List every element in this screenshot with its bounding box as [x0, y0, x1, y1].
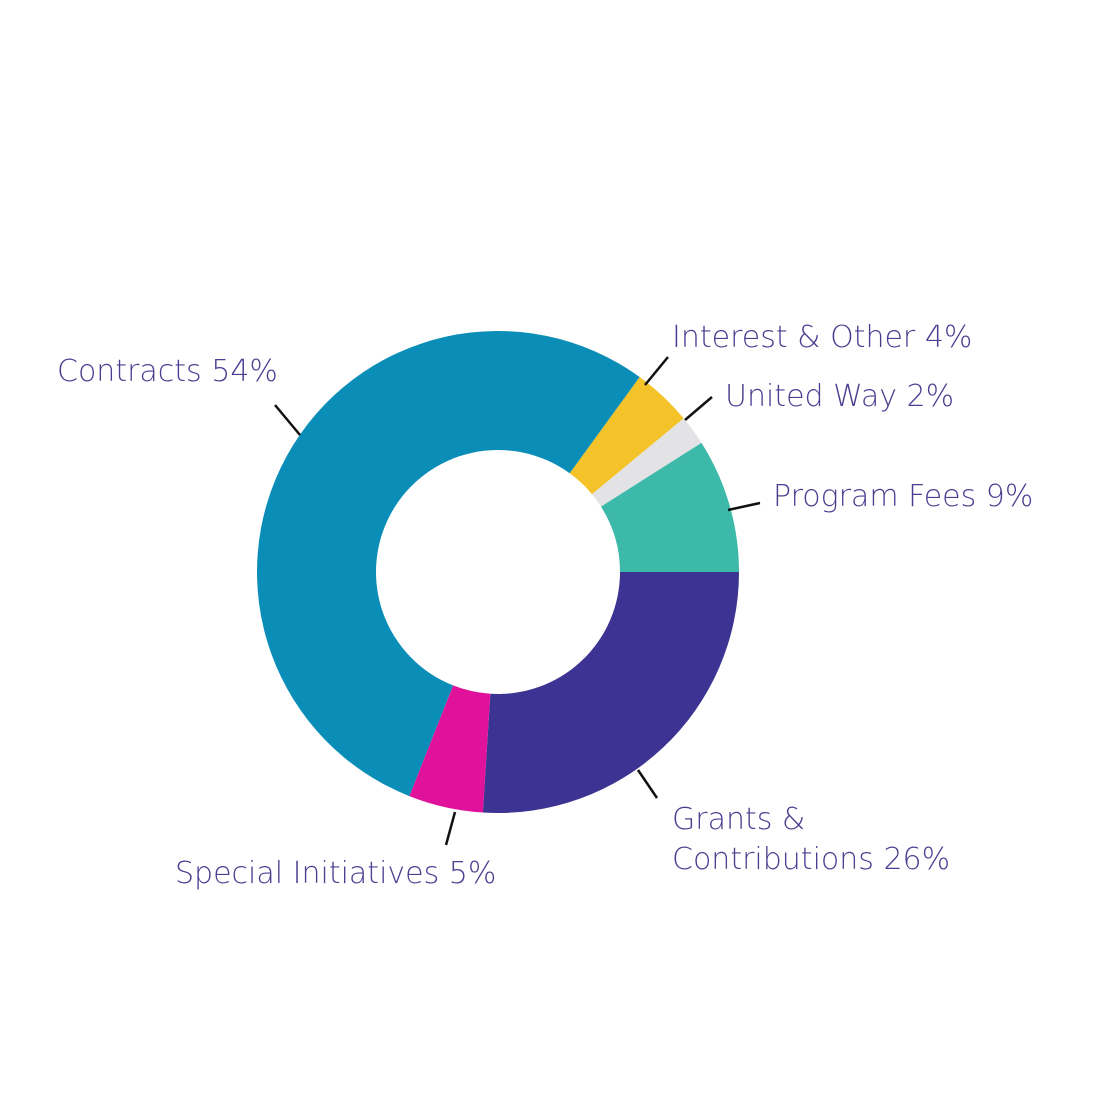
donut-segment	[569, 377, 684, 495]
value-label: 4%	[924, 320, 973, 355]
category-label: Program Fees	[773, 479, 977, 514]
leader-line	[644, 356, 669, 386]
segment-label: Grants & Contributions 26%	[672, 800, 992, 880]
segment-label: Contracts 54%	[57, 352, 278, 392]
segment-label: Program Fees 9%	[773, 477, 1033, 517]
value-label: 54%	[211, 354, 278, 389]
category-label: Interest & Other	[672, 320, 916, 355]
category-label: Contracts	[57, 354, 202, 389]
leader-line	[727, 501, 761, 512]
leader-line	[444, 811, 457, 846]
donut-segment	[256, 331, 640, 797]
donut-segment	[409, 685, 491, 813]
value-label: 2%	[906, 379, 955, 414]
leader-line	[636, 769, 659, 799]
category-label: Grants & Contributions	[672, 802, 874, 877]
segment-label: United Way 2%	[725, 377, 954, 417]
donut-segment	[601, 442, 739, 572]
leader-line	[274, 404, 301, 436]
category-label: United Way	[725, 379, 897, 414]
value-label: 5%	[448, 856, 497, 891]
donut-segment	[592, 418, 702, 507]
leader-line	[684, 396, 713, 421]
value-label: 9%	[985, 479, 1034, 514]
donut-segment	[482, 572, 739, 813]
segment-label: Special Initiatives 5%	[175, 854, 496, 894]
category-label: Special Initiatives	[175, 856, 440, 891]
segment-label: Interest & Other 4%	[672, 318, 972, 358]
value-label: 26%	[883, 842, 951, 877]
